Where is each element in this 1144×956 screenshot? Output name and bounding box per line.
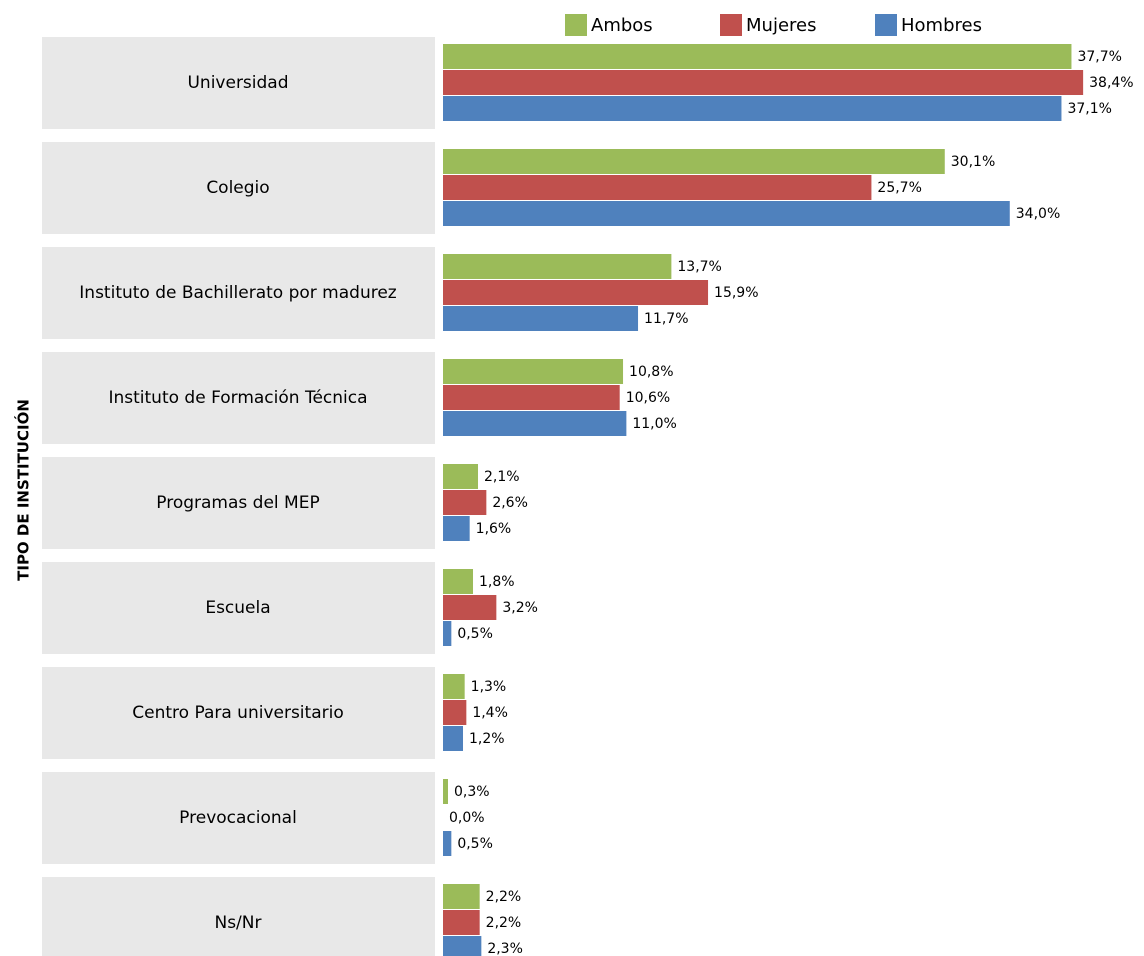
value-label: 34,0%	[1016, 206, 1060, 222]
bar	[443, 490, 487, 515]
value-label: 30,1%	[951, 154, 995, 170]
category-box	[42, 772, 435, 864]
value-label: 2,6%	[492, 495, 528, 511]
bar	[443, 149, 945, 174]
value-label: 25,7%	[877, 180, 921, 196]
category-box	[42, 667, 435, 759]
value-label: 1,4%	[472, 705, 508, 721]
category-box	[42, 457, 435, 549]
bar	[443, 569, 474, 594]
bar	[443, 779, 449, 804]
category-box	[42, 142, 435, 234]
bar	[443, 831, 452, 856]
bar	[443, 201, 1010, 226]
bar	[443, 306, 639, 331]
value-label: 37,7%	[1077, 49, 1121, 65]
value-label: 1,8%	[479, 574, 515, 590]
value-label: 15,9%	[714, 285, 758, 301]
legend-label: Mujeres	[746, 15, 816, 36]
value-label: 1,6%	[476, 521, 512, 537]
bar	[443, 70, 1084, 95]
value-label: 37,1%	[1067, 101, 1111, 117]
category-box	[42, 352, 435, 444]
category-label: Escuela	[205, 598, 270, 618]
value-label: 1,2%	[469, 731, 505, 747]
value-label: 0,3%	[454, 784, 490, 800]
bar	[443, 516, 470, 541]
bar	[443, 359, 624, 384]
value-label: 13,7%	[677, 259, 721, 275]
category-label: Programas del MEP	[156, 493, 319, 513]
category-label: Colegio	[206, 178, 269, 198]
bar	[443, 674, 465, 699]
category-label: Ns/Nr	[214, 913, 261, 933]
bar	[443, 96, 1062, 121]
bar	[443, 884, 480, 909]
category-box	[42, 877, 435, 956]
legend-swatch	[875, 14, 897, 36]
value-label: 2,2%	[486, 915, 522, 931]
bar	[443, 700, 467, 725]
value-label: 0,5%	[457, 626, 493, 642]
bar	[443, 595, 497, 620]
category-label: Prevocacional	[179, 808, 297, 828]
bar	[443, 411, 627, 436]
bar	[443, 936, 482, 956]
legend-swatch	[565, 14, 587, 36]
bar	[443, 726, 464, 751]
legend-label: Hombres	[901, 15, 982, 36]
value-label: 0,0%	[449, 810, 485, 826]
bar	[443, 44, 1072, 69]
bar	[443, 464, 479, 489]
bar	[443, 385, 620, 410]
category-label: Universidad	[187, 73, 288, 93]
value-label: 11,0%	[632, 416, 676, 432]
legend-swatch	[720, 14, 742, 36]
category-label: Centro Para universitario	[132, 703, 343, 723]
legend-label: Ambos	[591, 15, 653, 36]
y-axis-label: TIPO DE INSTITUCIÓN	[14, 399, 33, 581]
value-label: 2,2%	[486, 889, 522, 905]
category-box	[42, 37, 435, 129]
value-label: 10,8%	[629, 364, 673, 380]
value-label: 38,4%	[1089, 75, 1133, 91]
category-box	[42, 247, 435, 339]
value-label: 1,3%	[471, 679, 507, 695]
bar	[443, 280, 709, 305]
value-label: 0,5%	[457, 836, 493, 852]
value-label: 2,1%	[484, 469, 520, 485]
value-label: 11,7%	[644, 311, 688, 327]
value-label: 10,6%	[626, 390, 670, 406]
category-box	[42, 562, 435, 654]
category-label: Instituto de Formación Técnica	[108, 388, 367, 408]
value-label: 2,3%	[487, 941, 523, 956]
value-label: 3,2%	[502, 600, 538, 616]
bar	[443, 621, 452, 646]
bar	[443, 910, 480, 935]
category-label: Instituto de Bachillerato por madurez	[79, 283, 397, 303]
bar	[443, 254, 672, 279]
bar	[443, 175, 872, 200]
